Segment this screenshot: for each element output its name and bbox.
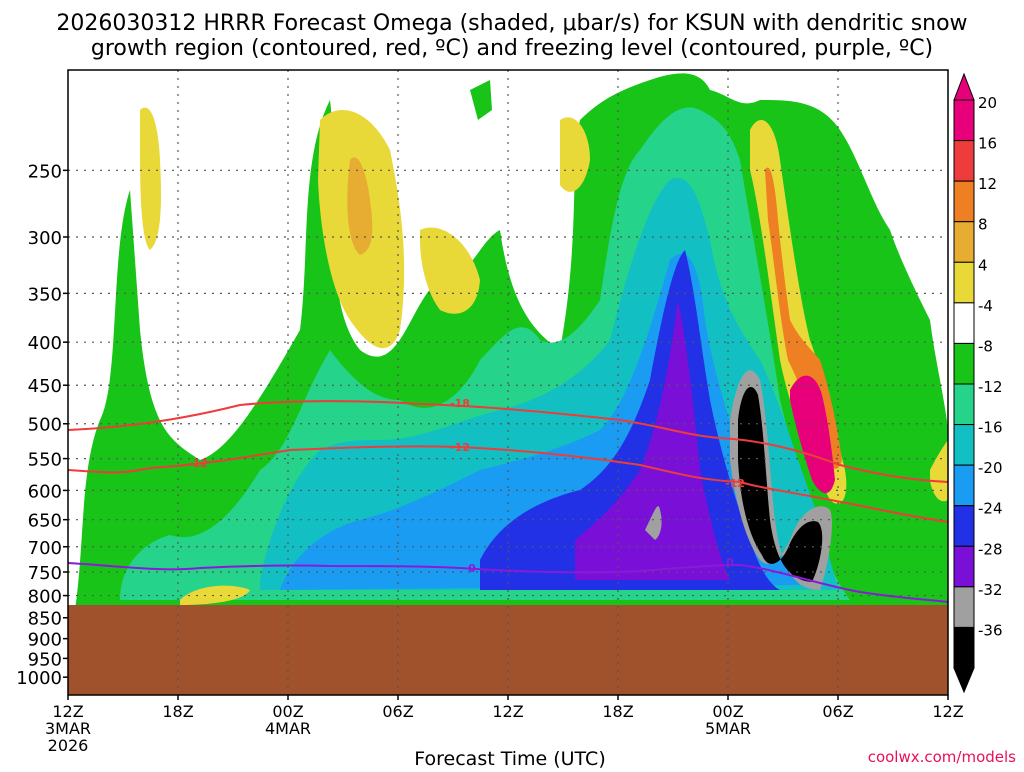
colorbar-label: 4	[978, 256, 988, 274]
colorbar-swatch	[953, 261, 975, 304]
dgz-warm-label-right: -12	[725, 477, 745, 490]
freezing-level-contour	[68, 562, 948, 603]
colorbar-swatch	[953, 140, 975, 182]
colorbar-swatch	[953, 180, 975, 223]
x-tick-label: 4MAR	[265, 719, 311, 738]
colorbar-label: 20	[978, 94, 997, 112]
ground-terrain	[68, 605, 948, 695]
x-tick-label: 12Z	[932, 702, 963, 721]
chart-title-line2: growth region (contoured, red, ºC) and f…	[91, 36, 933, 61]
x-tick-label: 3MAR	[45, 719, 91, 738]
y-tick-label: 300	[28, 228, 62, 249]
contours: -18 -12 -12 -12 0 0	[68, 397, 948, 603]
y-tick-label: 400	[28, 333, 62, 354]
y-tick-label: 1000	[16, 668, 62, 689]
omega-band-plus20	[790, 375, 835, 494]
y-tick-label: 850	[28, 609, 62, 630]
colorbar-swatch	[953, 586, 975, 628]
x-tick-label: 06Z	[822, 702, 853, 721]
y-tick-label: 950	[28, 649, 62, 670]
y-tick-label: 350	[28, 284, 62, 305]
dgz-warm-label-left: -12	[188, 457, 208, 470]
colorbar-label: 8	[978, 216, 988, 234]
omega-band-plus8	[765, 167, 842, 469]
grid	[68, 70, 948, 695]
credit-text: coolwx.com/models	[868, 748, 1016, 766]
colorbar-label: -4	[978, 297, 993, 315]
colorbar-top-arrow	[953, 72, 975, 101]
colorbar-label: -20	[978, 459, 1003, 477]
colorbar-label: -32	[978, 581, 1003, 599]
y-tick-label: 600	[28, 481, 62, 502]
colorbar-swatch	[953, 383, 975, 426]
y-tick-label: 750	[28, 563, 62, 584]
colorbar-swatch	[953, 342, 975, 385]
colorbar-label: -12	[978, 378, 1003, 396]
x-tick-label: 18Z	[162, 702, 193, 721]
y-tick-label: 700	[28, 538, 62, 559]
colorbar-swatch	[953, 626, 975, 669]
colorbar-label: -16	[978, 419, 1003, 437]
omega-positive-upper-left	[140, 107, 161, 250]
x-tick-label: 12Z	[52, 702, 83, 721]
dgz-cold-contour	[68, 400, 948, 483]
colorbar-swatch	[953, 302, 975, 344]
y-tick-label: 800	[28, 587, 62, 608]
x-tick-label: 2026	[48, 736, 89, 755]
y-tick-label: 650	[28, 511, 62, 532]
omega-band-minus4-cell	[470, 80, 492, 120]
y-tick-label: 550	[28, 450, 62, 471]
colorbar-swatch	[953, 464, 975, 507]
colorbar-label: 16	[978, 135, 997, 153]
x-tick-label: 00Z	[712, 702, 743, 721]
x-axis-label: Forecast Time (UTC)	[414, 748, 605, 768]
omega-band-minus24	[575, 300, 730, 580]
colorbar-swatch	[953, 505, 975, 547]
colorbar-label: 12	[978, 175, 997, 193]
omega-core	[738, 387, 823, 582]
freezing-label-right: 0	[726, 556, 734, 569]
chart-title-line1: 2026030312 HRRR Forecast Omega (shaded, …	[56, 11, 967, 36]
colorbar-bottom-arrow	[953, 667, 975, 694]
colorbar-swatch	[953, 221, 975, 263]
colorbar-label: -24	[978, 500, 1003, 518]
y-tick-label: 250	[28, 161, 62, 182]
dgz-cold-label: -18	[450, 397, 470, 410]
x-tick-label: 06Z	[382, 702, 413, 721]
y-tick-label: 500	[28, 415, 62, 436]
omega-shading	[75, 73, 948, 610]
colorbar-swatch	[953, 424, 975, 466]
colorbar-swatch	[953, 545, 975, 588]
omega-positive-right-edge	[930, 440, 948, 502]
colorbar-swatch	[953, 99, 975, 142]
dgz-warm-label-center: -12	[450, 441, 470, 454]
colorbar-label: -28	[978, 540, 1003, 558]
x-tick-label: 18Z	[602, 702, 633, 721]
colorbar-label: -8	[978, 337, 993, 355]
freezing-label-center: 0	[468, 562, 476, 575]
omega-positive-cell	[560, 117, 590, 192]
x-tick-label: 5MAR	[705, 719, 751, 738]
omega-positive-mid	[420, 227, 480, 314]
y-tick-label: 450	[28, 376, 62, 397]
omega-positive-upper-center-orange	[347, 157, 373, 255]
dgz-warm-contour	[68, 445, 948, 523]
colorbar: 20 16 12 8 4 -4 -8 -12 -16 -20 -24 -28 -32 -36	[953, 72, 1003, 694]
x-tick-label: 00Z	[272, 702, 303, 721]
y-axis: 2503003504004505005506006507007508008509…	[16, 161, 68, 689]
x-tick-label: 12Z	[492, 702, 523, 721]
omega-positive-lower	[180, 585, 250, 605]
omega-band-minus28	[645, 506, 662, 540]
colorbar-label: -36	[978, 621, 1003, 639]
y-tick-label: 900	[28, 630, 62, 651]
